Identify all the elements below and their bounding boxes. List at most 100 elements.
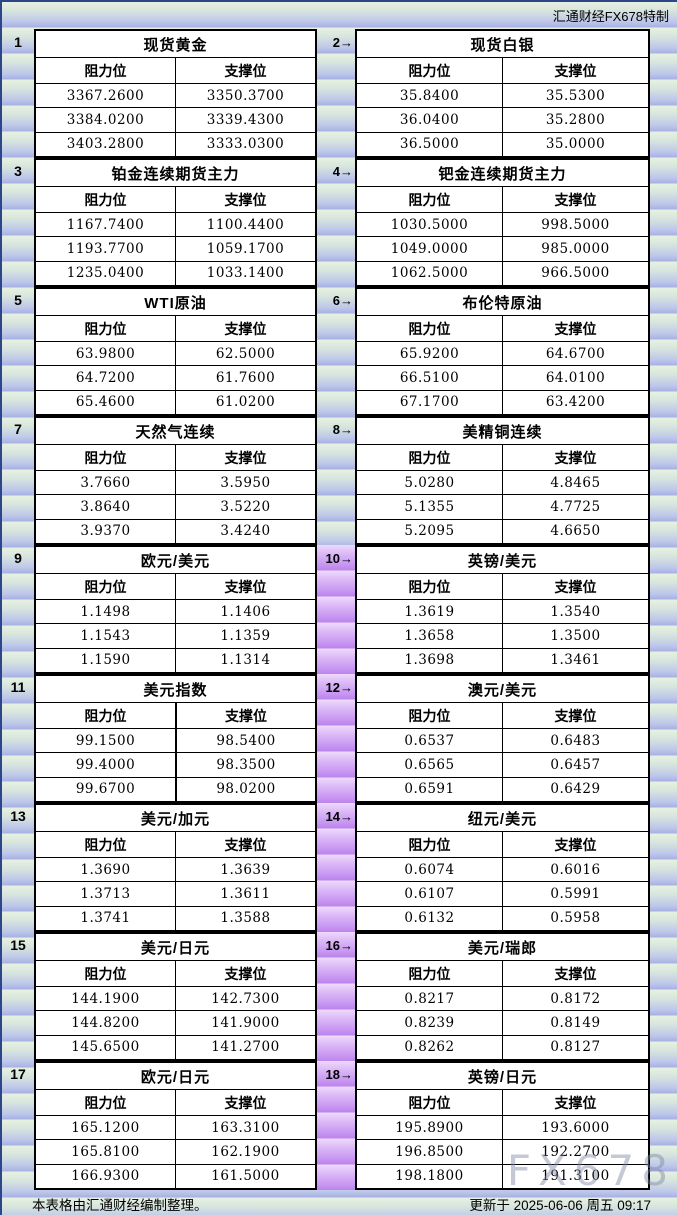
resistance-value: 1.3741	[36, 906, 175, 930]
support-value: 141.2700	[176, 1035, 315, 1059]
right-margin	[650, 416, 677, 545]
resistance-value: 1.3713	[36, 882, 175, 906]
section-arrow-number: 2→	[332, 35, 353, 50]
resistance-value: 1.1543	[36, 624, 175, 648]
section-pair-row: 3 铂金连续期货主力 阻力位 支撑位 1167.7400 1100.4400 1…	[2, 158, 677, 287]
resistance-value: 1.1590	[36, 648, 175, 672]
gutter-column: 14→	[317, 803, 355, 932]
support-value: 3350.3700	[176, 84, 315, 108]
resistance-value: 1030.5000	[357, 213, 502, 237]
support-value: 0.8127	[503, 1035, 648, 1059]
support-value: 98.3500	[176, 753, 315, 777]
resistance-value: 1.3690	[36, 858, 175, 882]
table-title: WTI原油	[36, 289, 315, 315]
support-header: 支撑位	[176, 832, 315, 857]
price-table-right: 英镑/美元 阻力位 支撑位 1.3619 1.3540 1.3658 1.350…	[355, 545, 650, 674]
gutter-column: 6→	[317, 287, 355, 416]
support-value: 192.2700	[503, 1140, 648, 1164]
price-table-left: 铂金连续期货主力 阻力位 支撑位 1167.7400 1100.4400 119…	[34, 158, 317, 287]
section-pair-row: 17 欧元/日元 阻力位 支撑位 165.1200 163.3100 165.8…	[2, 1061, 677, 1190]
support-value: 35.0000	[503, 132, 648, 156]
resistance-header: 阻力位	[36, 316, 175, 341]
support-value: 1.1314	[176, 648, 315, 672]
price-table-right: 钯金连续期货主力 阻力位 支撑位 1030.5000 998.5000 1049…	[355, 158, 650, 287]
resistance-header: 阻力位	[36, 574, 175, 599]
section-number: 1	[14, 34, 22, 50]
resistance-value: 196.8500	[357, 1140, 502, 1164]
price-table-right: 布伦特原油 阻力位 支撑位 65.9200 64.6700 66.5100 64…	[355, 287, 650, 416]
support-value: 1.3611	[176, 882, 315, 906]
support-header: 支撑位	[176, 1090, 315, 1115]
resistance-value: 1.3698	[357, 648, 502, 672]
support-header: 支撑位	[176, 316, 315, 341]
price-table-left: 欧元/美元 阻力位 支撑位 1.1498 1.1406 1.1543 1.135…	[34, 545, 317, 674]
resistance-header: 阻力位	[357, 58, 502, 83]
footer-updated-timestamp: 更新于 2025-06-06 周五 09:17	[469, 1197, 651, 1213]
support-value: 98.0200	[176, 777, 315, 801]
support-value: 1.1406	[176, 600, 315, 624]
section-number: 17	[10, 1066, 26, 1082]
support-value: 0.8149	[503, 1011, 648, 1035]
price-table-left: WTI原油 阻力位 支撑位 63.9800 62.5000 64.7200 61…	[34, 287, 317, 416]
resistance-value: 1.3658	[357, 624, 502, 648]
footer-bar: 本表格由汇通财经编制整理。 更新于 2025-06-06 周五 09:17	[2, 1190, 677, 1215]
support-value: 1033.1400	[176, 261, 315, 285]
resistance-header: 阻力位	[357, 832, 502, 857]
table-title: 美元指数	[36, 676, 315, 702]
resistance-value: 65.4600	[36, 390, 175, 414]
support-value: 985.0000	[503, 237, 648, 261]
resistance-value: 67.1700	[357, 390, 502, 414]
resistance-value: 3367.2600	[36, 84, 175, 108]
table-title: 欧元/日元	[36, 1063, 315, 1089]
resistance-header: 阻力位	[36, 187, 175, 212]
resistance-value: 3403.2800	[36, 132, 175, 156]
support-value: 142.7300	[176, 987, 315, 1011]
table-title: 英镑/日元	[357, 1063, 648, 1089]
support-header: 支撑位	[176, 703, 315, 728]
support-header: 支撑位	[503, 1090, 648, 1115]
resistance-value: 145.6500	[36, 1035, 175, 1059]
resistance-value: 5.2095	[357, 519, 502, 543]
right-margin	[650, 545, 677, 674]
resistance-value: 3.7660	[36, 471, 175, 495]
footer-source-note: 本表格由汇通财经编制整理。	[32, 1197, 208, 1213]
support-header: 支撑位	[503, 58, 648, 83]
support-value: 0.6016	[503, 858, 648, 882]
support-value: 162.1900	[176, 1140, 315, 1164]
section-number: 13	[10, 808, 26, 824]
resistance-value: 35.8400	[357, 84, 502, 108]
support-value: 4.6650	[503, 519, 648, 543]
table-title: 美元/日元	[36, 934, 315, 960]
section-arrow-number: 8→	[332, 422, 353, 437]
resistance-header: 阻力位	[357, 703, 502, 728]
table-title: 天然气连续	[36, 418, 315, 444]
resistance-value: 63.9800	[36, 342, 175, 366]
resistance-value: 144.1900	[36, 987, 175, 1011]
resistance-header: 阻力位	[357, 316, 502, 341]
support-header: 支撑位	[503, 316, 648, 341]
support-value: 0.6483	[503, 729, 648, 753]
resistance-value: 1062.5000	[357, 261, 502, 285]
support-value: 1.3500	[503, 624, 648, 648]
gutter-column: 8→	[317, 416, 355, 545]
resistance-value: 1193.7700	[36, 237, 175, 261]
resistance-value: 99.6700	[36, 777, 175, 801]
section-pair-row: 1 现货黄金 阻力位 支撑位 3367.2600 3350.3700 3384.…	[2, 29, 677, 158]
price-table-left: 美元/加元 阻力位 支撑位 1.3690 1.3639 1.3713 1.361…	[34, 803, 317, 932]
support-value: 141.9000	[176, 1011, 315, 1035]
resistance-value: 36.5000	[357, 132, 502, 156]
resistance-value: 0.6107	[357, 882, 502, 906]
section-arrow-number: 14→	[325, 809, 353, 824]
resistance-value: 66.5100	[357, 366, 502, 390]
section-pair-row: 5 WTI原油 阻力位 支撑位 63.9800 62.5000 64.7200 …	[2, 287, 677, 416]
resistance-value: 0.6591	[357, 777, 502, 801]
resistance-value: 1.1498	[36, 600, 175, 624]
support-value: 61.0200	[176, 390, 315, 414]
resistance-value: 0.8262	[357, 1035, 502, 1059]
section-arrow-number: 18→	[325, 1067, 353, 1082]
section-number: 11	[10, 679, 26, 695]
resistance-value: 0.6537	[357, 729, 502, 753]
support-value: 0.8172	[503, 987, 648, 1011]
table-title: 英镑/美元	[357, 547, 648, 573]
